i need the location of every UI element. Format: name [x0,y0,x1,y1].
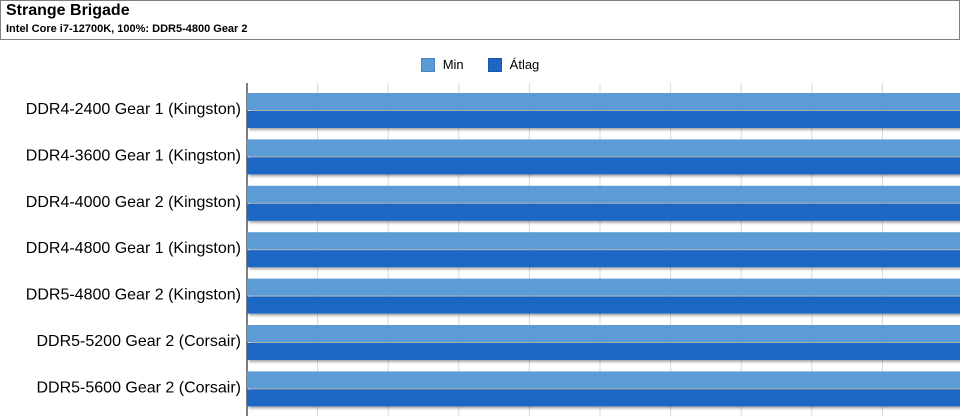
legend-label-min: Min [442,57,464,72]
category-label: DDR4-3600 Gear 1 (Kingston) [26,147,241,164]
legend-item-min: Min [420,57,464,72]
chart-subtitle: Intel Core i7-12700K, 100%: DDR5-4800 Ge… [6,23,248,35]
bar-min [247,185,960,203]
category-label: DDR5-5600 Gear 2 (Corsair) [36,379,241,396]
bar-atlag [247,343,960,360]
bar-atlag [247,203,960,221]
category-label: DDR5-4800 Gear 2 (Kingston) [26,287,241,304]
bar-atlag [247,389,960,407]
bar-min [247,93,960,110]
category-label: DDR4-4800 Gear 1 (Kingston) [26,240,241,257]
category-label: DDR5-5200 Gear 2 (Corsair) [36,333,241,350]
bar-min [247,371,960,389]
legend: Min Átlag [0,57,960,72]
bar-min [247,139,960,157]
bar-min [247,325,960,342]
chart-header: Strange Brigade Intel Core i7-12700K, 10… [0,0,960,40]
chart-title: Strange Brigade [6,2,130,19]
legend-swatch-min [420,57,435,72]
bar-atlag [247,250,960,268]
category-label: DDR4-4000 Gear 2 (Kingston) [26,194,241,211]
legend-label-atlag: Átlag [509,57,540,72]
bar-atlag [247,157,960,175]
bar-atlag [247,111,960,128]
bar-min [247,278,960,296]
legend-swatch-atlag [487,57,502,72]
bar-atlag [247,296,960,314]
category-label: DDR4-2400 Gear 1 (Kingston) [26,101,241,118]
bar-min [247,232,960,250]
legend-item-atlag: Átlag [487,57,540,72]
